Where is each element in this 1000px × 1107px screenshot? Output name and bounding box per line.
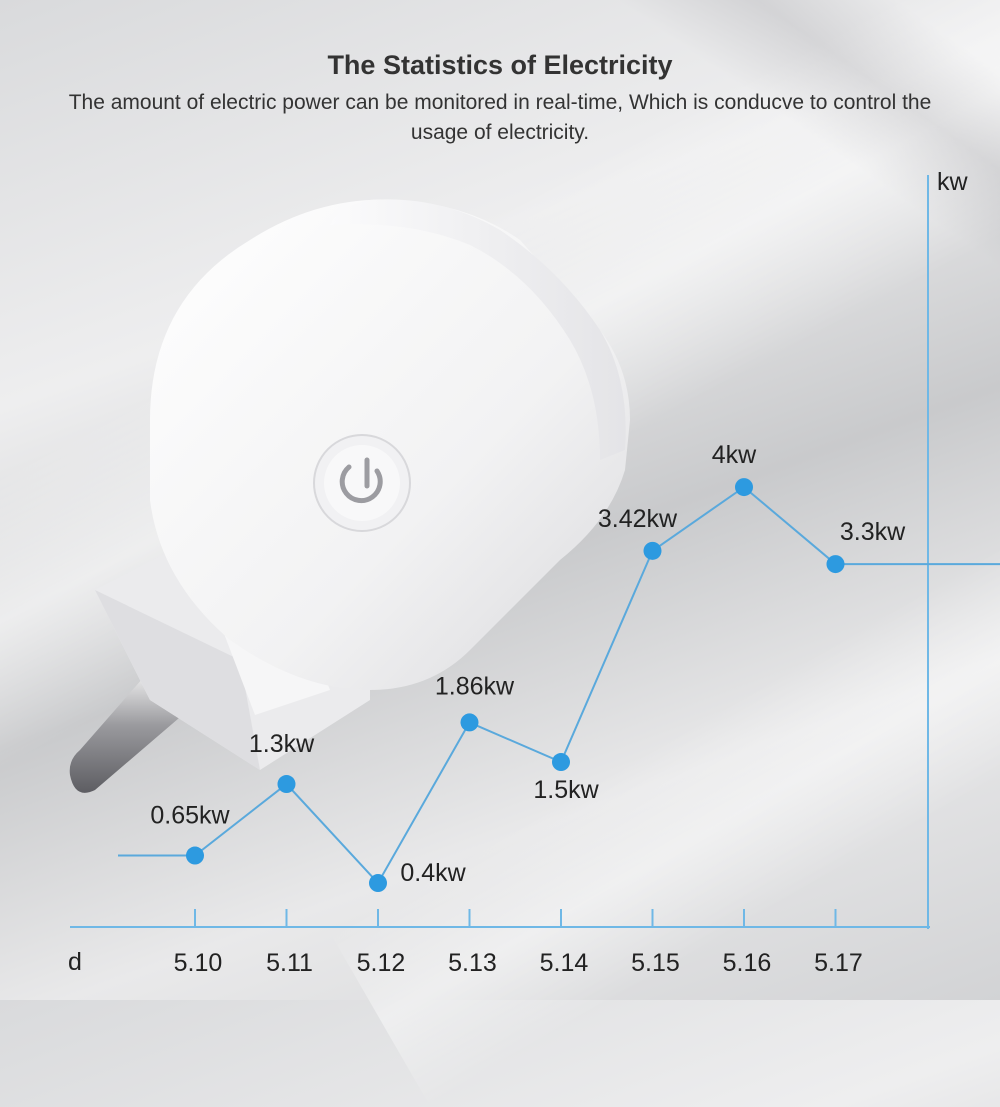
data-label: 1.3kw (249, 730, 315, 758)
x-tick-label: 5.17 (814, 949, 863, 977)
series-line (118, 485, 1000, 885)
data-label: 4kw (712, 441, 757, 469)
x-tick-label: 5.11 (266, 949, 313, 977)
data-point (186, 846, 204, 865)
chart-canvas: 5.10 5.11 5.12 5.13 5.14 5.15 5.16 5.17 d kw 0.… (68, 168, 1000, 977)
chart-subtitle: The amount of electric power can be moni… (68, 91, 932, 144)
x-axis-label: d (68, 948, 82, 976)
data-point (826, 555, 845, 574)
smart-plug-illustration (69, 199, 630, 793)
data-point (735, 478, 753, 497)
data-point (277, 775, 296, 794)
x-tick-label: 5.15 (631, 949, 680, 977)
data-label: 3.3kw (840, 518, 906, 546)
data-label: 3.42kw (598, 505, 678, 533)
series-markers (186, 478, 845, 893)
data-label: 0.4kw (400, 859, 466, 887)
data-labels: 0.65kw 1.3kw 0.4kw 1.86kw 1.5kw 3.42kw 4kw 3.3k… (150, 441, 906, 887)
data-label: 1.5kw (533, 776, 599, 804)
data-point (369, 874, 387, 893)
x-tick-label: 5.16 (723, 949, 772, 977)
x-axis-ticks (194, 909, 837, 927)
data-point (552, 753, 570, 772)
data-point (643, 541, 662, 560)
data-label: 0.65kw (150, 802, 230, 830)
y-axis-label: kw (937, 168, 969, 196)
chart-title: The Statistics of Electricity (327, 50, 673, 80)
x-tick-label: 5.14 (540, 949, 589, 977)
data-point (460, 713, 479, 732)
x-tick-label: 5.10 (174, 949, 223, 977)
data-label: 1.86kw (435, 672, 515, 700)
x-axis-tick-labels: 5.10 5.11 5.12 5.13 5.14 5.15 5.16 5.17 (174, 949, 863, 977)
x-tick-label: 5.13 (448, 949, 497, 977)
x-tick-label: 5.12 (357, 949, 406, 977)
